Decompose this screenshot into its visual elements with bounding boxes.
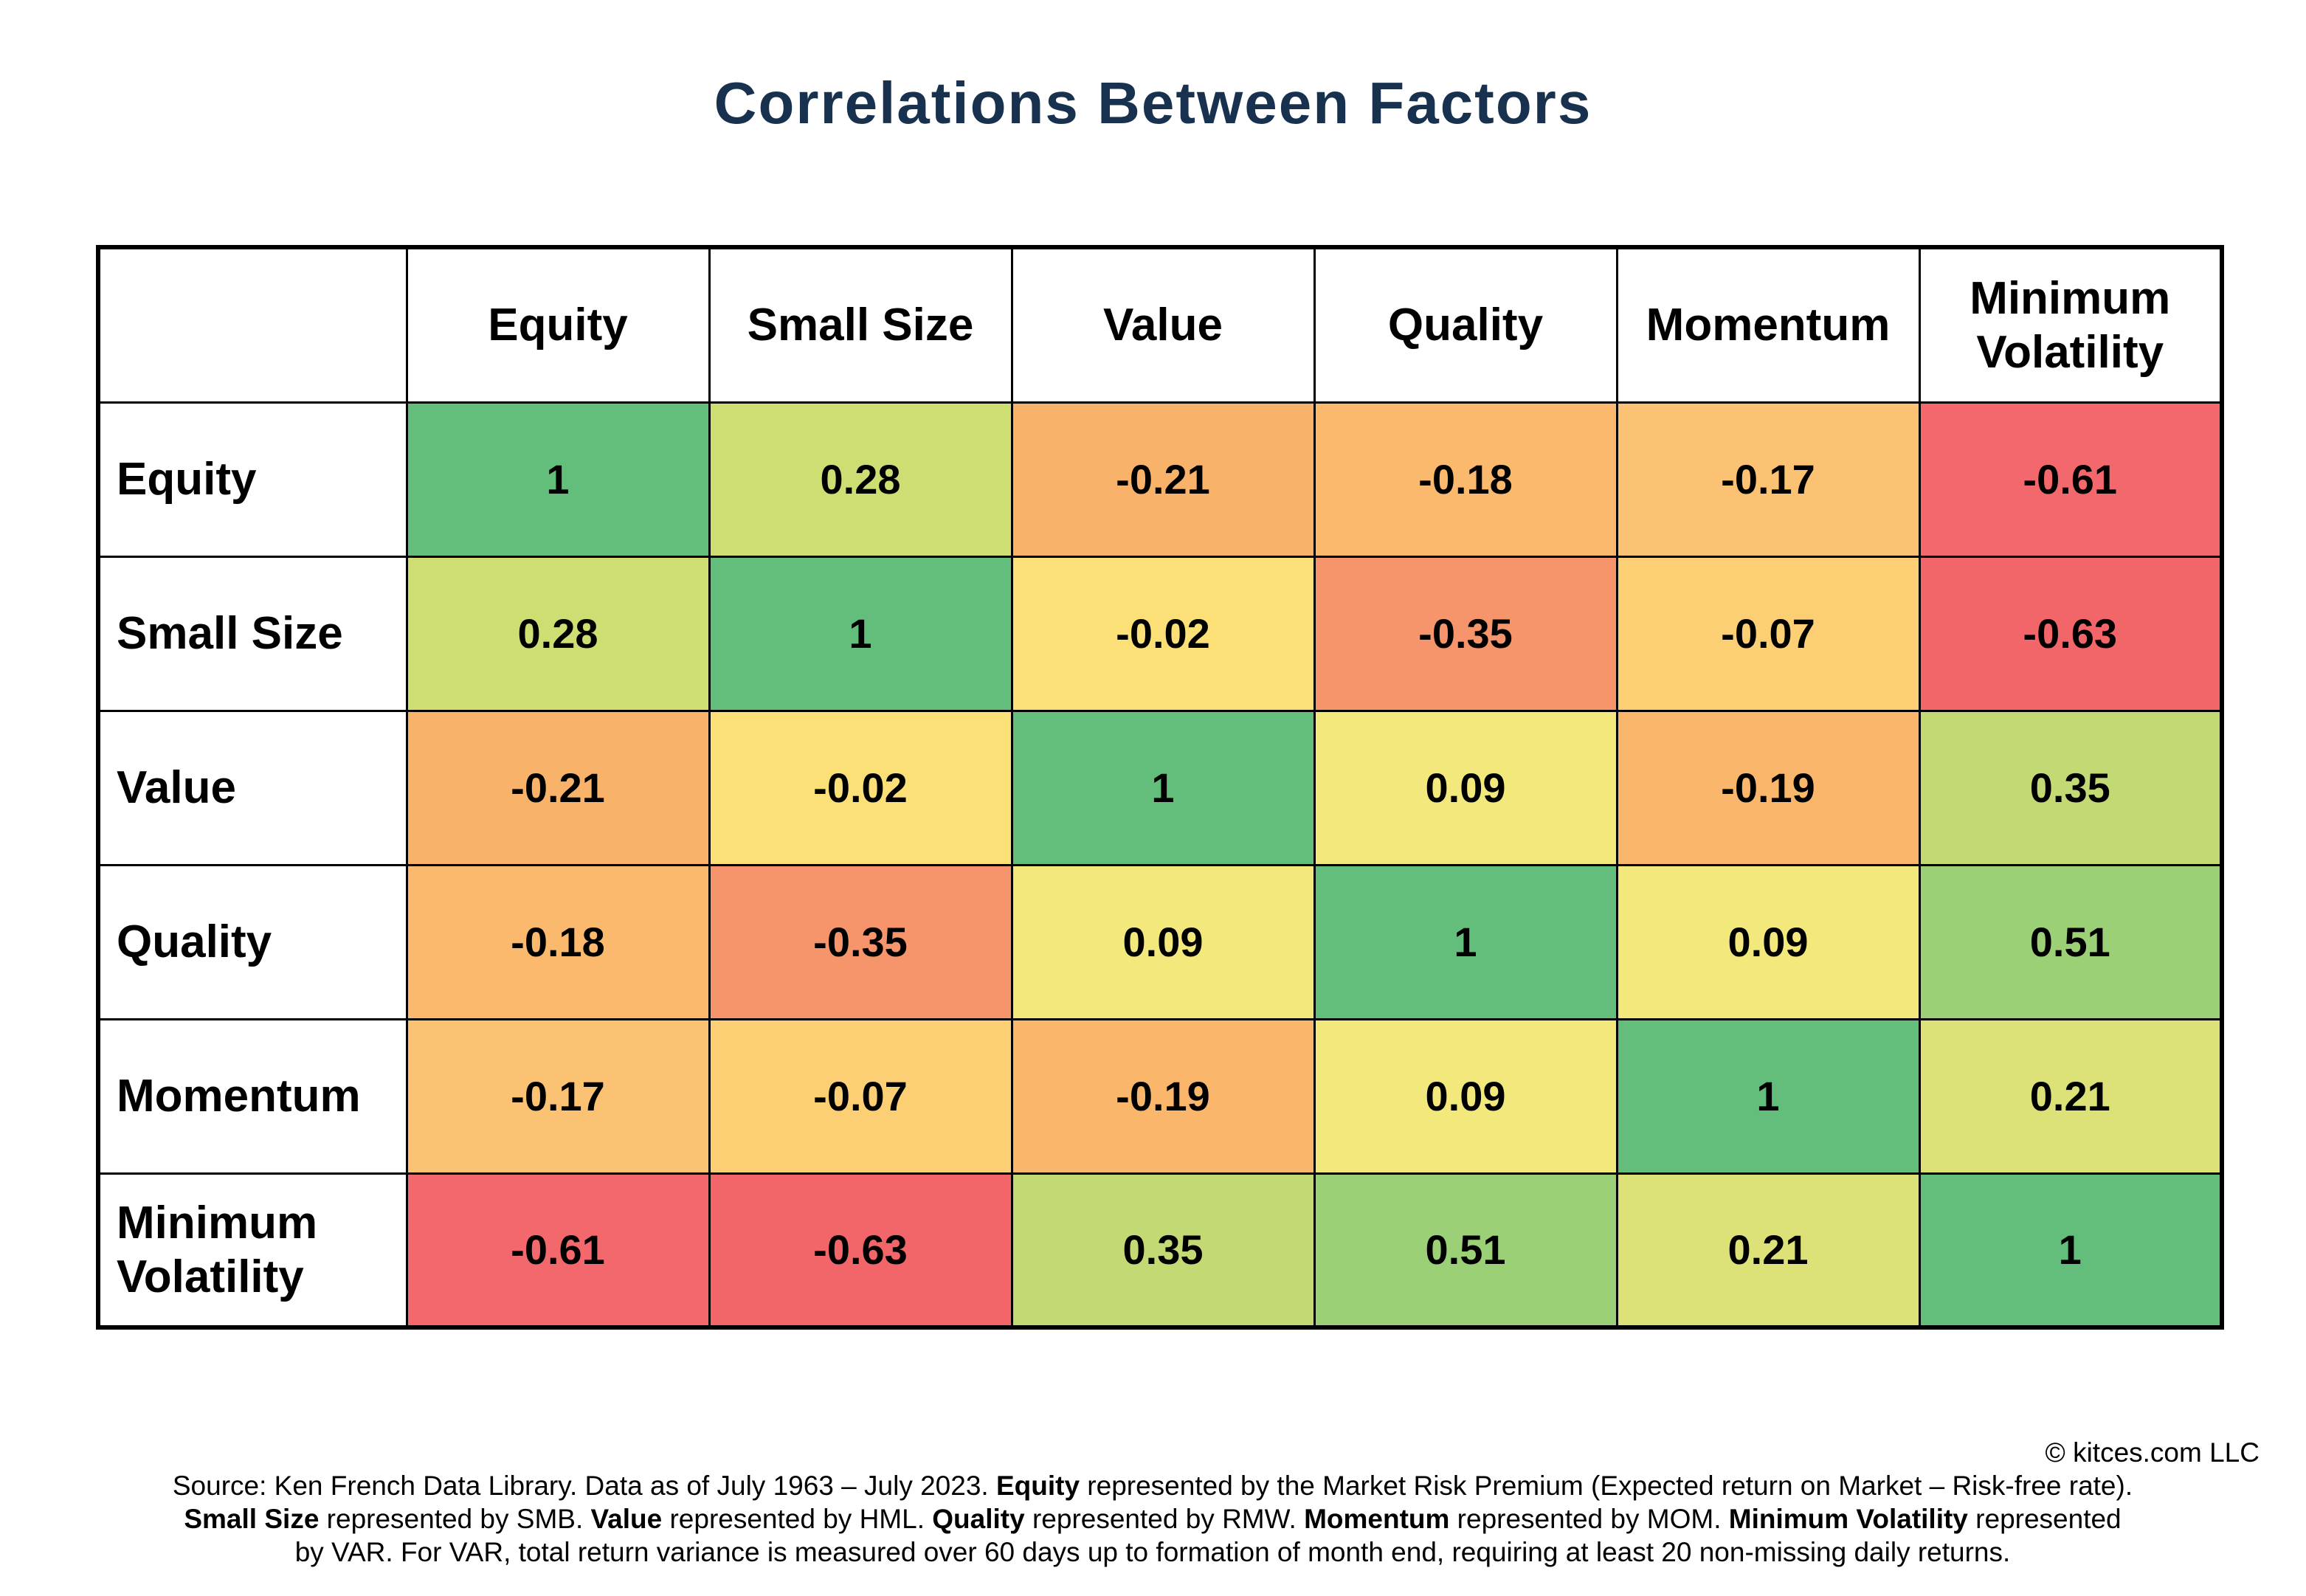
correlation-cell: -0.63 [708, 1172, 1013, 1329]
correlation-cell: -0.21 [405, 709, 711, 866]
correlation-cell: -0.17 [405, 1018, 711, 1175]
correlation-cell: -0.19 [1010, 1018, 1316, 1175]
source-line: Source: Ken French Data Library. Data as… [46, 1469, 2260, 1502]
table-row: Momentum -0.17 -0.07 -0.19 0.09 1 0.21 [97, 1018, 2223, 1175]
table-row: Quality -0.18 -0.35 0.09 1 0.09 0.51 [97, 863, 2223, 1020]
correlation-cell: 0.09 [1313, 709, 1618, 866]
table-row: Value -0.21 -0.02 1 0.09 -0.19 0.35 [97, 709, 2223, 866]
column-header-small-size: Small Size [708, 246, 1013, 404]
correlation-cell: -0.19 [1615, 709, 1921, 866]
correlation-cell: -0.17 [1615, 401, 1921, 558]
value-term: Value [590, 1504, 663, 1534]
source-text: Source: Ken French Data Library. Data as… [172, 1471, 996, 1501]
copyright-text: © kitces.com LLC [2045, 1437, 2260, 1468]
correlation-cell: -0.35 [1313, 555, 1618, 712]
column-header-value: Value [1010, 246, 1316, 404]
correlation-cell: -0.63 [1918, 555, 2223, 712]
correlation-cell: -0.18 [1313, 401, 1618, 558]
correlation-cell: 0.09 [1010, 863, 1316, 1020]
column-header-quality: Quality [1313, 246, 1618, 404]
footer: © kitces.com LLC Source: Ken French Data… [46, 1436, 2260, 1569]
correlation-cell: 0.09 [1313, 1018, 1618, 1175]
column-header-momentum: Momentum [1615, 246, 1921, 404]
correlation-cell: -0.02 [708, 709, 1013, 866]
correlation-cell: 0.21 [1615, 1172, 1921, 1329]
correlation-cell: 0.21 [1918, 1018, 2223, 1175]
momentum-term: Momentum [1304, 1504, 1450, 1534]
header-row: Equity Small Size Value Quality Momentum… [97, 246, 2223, 404]
correlation-cell: 1 [1313, 863, 1618, 1020]
table-row: Minimum Volatility -0.61 -0.63 0.35 0.51 0.21… [97, 1172, 2223, 1329]
quality-term: Quality [932, 1504, 1025, 1534]
equity-term: Equity [995, 1471, 1080, 1501]
row-label-equity: Equity [97, 401, 408, 558]
correlation-cell: 0.28 [708, 401, 1013, 558]
correlation-cell: -0.18 [405, 863, 711, 1020]
correlation-cell: 0.09 [1615, 863, 1921, 1020]
source-text-cont: represented by the Market Risk Premium (… [1080, 1471, 2133, 1501]
correlation-cell: -0.07 [708, 1018, 1013, 1175]
small-size-term: Small Size [184, 1504, 320, 1534]
minimum-volatility-term: Minimum Volatility [1728, 1504, 1968, 1534]
correlation-cell: 1 [405, 401, 711, 558]
correlation-table: Equity Small Size Value Quality Momentum… [96, 245, 2224, 1330]
column-header-minimum-volatility: Minimum Volatility [1918, 246, 2223, 404]
correlation-cell: -0.61 [405, 1172, 711, 1329]
column-header-equity: Equity [405, 246, 711, 404]
corner-cell [97, 246, 408, 404]
row-label-small-size: Small Size [97, 555, 408, 712]
table-row: Equity 1 0.28 -0.21 -0.18 -0.17 -0.61 [97, 401, 2223, 558]
correlation-cell: 1 [1615, 1018, 1921, 1175]
correlation-cell: 0.35 [1010, 1172, 1316, 1329]
table-row: Small Size 0.28 1 -0.02 -0.35 -0.07 -0.63 [97, 555, 2223, 712]
correlation-cell: -0.07 [1615, 555, 1921, 712]
correlation-table-body: Equity 1 0.28 -0.21 -0.18 -0.17 -0.61 Small Siz… [97, 401, 2223, 1329]
correlation-cell: 0.35 [1918, 709, 2223, 866]
correlation-cell: -0.61 [1918, 401, 2223, 558]
correlation-cell: 0.28 [405, 555, 711, 712]
correlation-cell: 0.51 [1918, 863, 2223, 1020]
correlation-cell: 1 [1918, 1172, 2223, 1329]
correlation-cell: -0.35 [708, 863, 1013, 1020]
copyright-line: © kitces.com LLC [46, 1436, 2260, 1469]
correlation-cell: -0.21 [1010, 401, 1316, 558]
correlation-cell: -0.02 [1010, 555, 1316, 712]
row-label-minimum-volatility: Minimum Volatility [97, 1172, 408, 1329]
correlation-cell: 0.51 [1313, 1172, 1618, 1329]
page-title: Correlations Between Factors [714, 70, 1592, 136]
row-label-value: Value [97, 709, 408, 866]
correlation-cell: 1 [1010, 709, 1316, 866]
definitions-line: Small Size represented by SMB. Value rep… [184, 1504, 2122, 1534]
correlation-cell: 1 [708, 555, 1013, 712]
row-label-momentum: Momentum [97, 1018, 408, 1175]
row-label-quality: Quality [97, 863, 408, 1020]
var-line: by VAR. For VAR, total return variance i… [294, 1537, 2011, 1567]
